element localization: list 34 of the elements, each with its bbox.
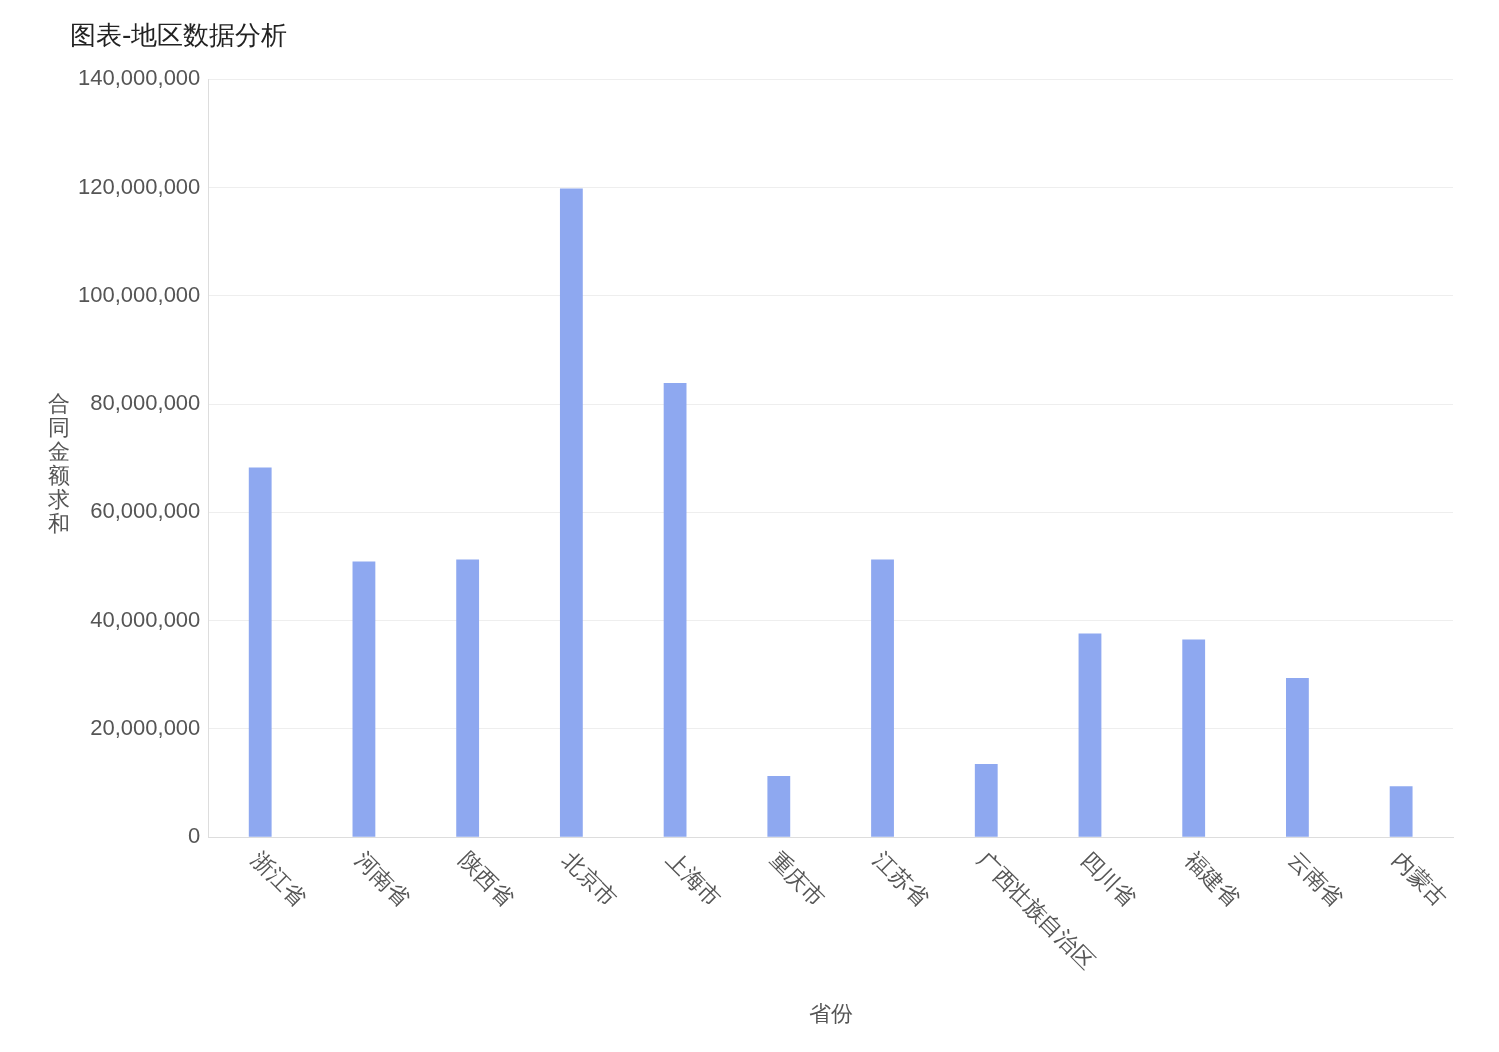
y-tick-label: 0 <box>188 823 201 849</box>
y-axis-title: 合同金额求和 <box>48 391 70 536</box>
y-tick-label: 80,000,000 <box>90 390 201 416</box>
bar <box>559 188 583 837</box>
x-tick-label: 云南省 <box>1283 847 1349 912</box>
x-tick-label: 江苏省 <box>868 847 934 912</box>
bar <box>871 559 894 837</box>
bar <box>1286 678 1309 837</box>
x-axis-title: 省份 <box>808 1000 853 1026</box>
x-tick-label: 北京市 <box>557 847 623 912</box>
bar <box>1078 633 1102 837</box>
y-tick-label: 100,000,000 <box>78 281 201 307</box>
y-tick-label: 120,000,000 <box>78 173 201 199</box>
bar <box>456 559 480 837</box>
x-tick-label: 四川省 <box>1076 847 1141 912</box>
bar <box>352 561 376 837</box>
x-tick-label: 浙江省 <box>246 847 311 912</box>
x-tick-label: 陕西省 <box>454 847 519 912</box>
chart-title: 图表-地区数据分析 <box>70 20 288 51</box>
bar <box>663 382 687 837</box>
x-tick-label: 上海市 <box>661 847 726 912</box>
y-tick-label: 60,000,000 <box>90 498 201 524</box>
x-tick-label: 福建省 <box>1180 847 1245 912</box>
y-tick-label: 20,000,000 <box>90 714 201 740</box>
x-tick-label: 内蒙古 <box>1387 847 1452 912</box>
bar <box>974 764 998 837</box>
bar <box>1182 639 1206 837</box>
x-tick-label: 河南省 <box>350 847 415 912</box>
y-tick-label: 40,000,000 <box>90 606 201 632</box>
bar <box>767 776 791 837</box>
bar <box>248 467 272 837</box>
y-tick-label: 140,000,000 <box>78 65 201 91</box>
x-tick-label: 重庆市 <box>765 847 830 912</box>
bar <box>1389 786 1413 837</box>
